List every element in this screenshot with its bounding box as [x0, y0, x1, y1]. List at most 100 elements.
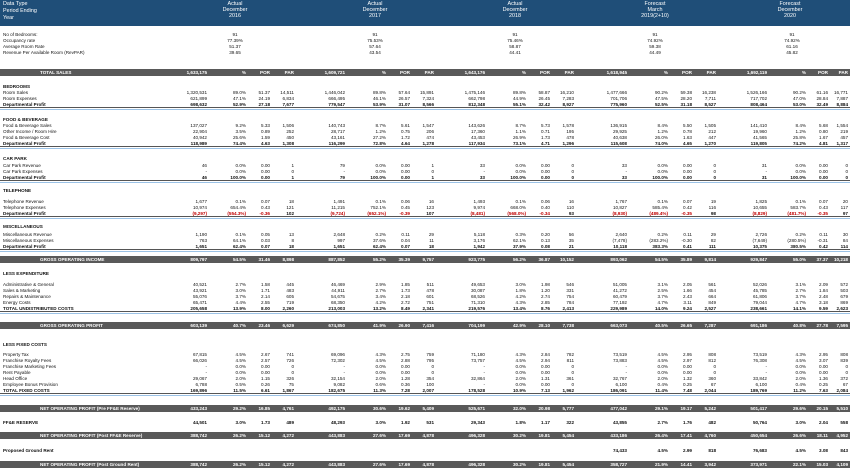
cell-por[interactable]: 0.00 [401, 364, 410, 369]
cell-percent[interactable]: 383.3% [652, 244, 668, 249]
cell-par[interactable]: 1,278 [422, 141, 435, 146]
cell-percent[interactable]: 4.5% [235, 352, 246, 357]
cell-amount[interactable]: 443,883 [328, 433, 345, 438]
cell-percent[interactable]: 90.2% [792, 90, 806, 95]
cell-par[interactable]: 1,505 [704, 123, 717, 128]
cell-por[interactable]: 9.59 [819, 306, 828, 311]
cell-percent[interactable]: 752.1% [370, 205, 386, 210]
cell-amount[interactable]: 79,044 [752, 300, 767, 305]
cell-por[interactable]: 7.28 [401, 388, 410, 393]
cell-par[interactable]: 21 [568, 244, 574, 249]
cell-par[interactable]: 0 [845, 370, 848, 375]
cell-percent[interactable]: 0.0% [375, 163, 386, 168]
cell-par[interactable]: 0 [571, 175, 574, 180]
cell-par[interactable]: 445 [286, 282, 294, 287]
cell-par[interactable]: 808 [708, 352, 716, 357]
cell-par[interactable]: 0 [571, 370, 574, 375]
cell-par[interactable]: 0 [845, 175, 848, 180]
cell-amount[interactable]: 30,087 [470, 288, 485, 293]
cell-por[interactable]: 0.00 [683, 175, 692, 180]
cell-por[interactable]: 15.03 [816, 462, 829, 467]
cell-percent[interactable]: 11.3% [373, 388, 386, 393]
cell-par[interactable]: 0 [713, 175, 716, 180]
cell-par[interactable]: 1,296 [562, 141, 575, 146]
cell-amount[interactable]: 492,175 [328, 406, 345, 411]
cell-percent[interactable]: 8.7% [375, 123, 386, 128]
cell-por[interactable]: 2.74 [541, 294, 550, 299]
cell-percent[interactable]: 26.2% [232, 462, 246, 467]
cell-par[interactable]: 784 [566, 300, 574, 305]
cell-por[interactable]: 1.85 [401, 282, 410, 287]
cell-percent[interactable]: 2.7% [235, 282, 246, 287]
cell-par[interactable]: 4,878 [422, 462, 435, 467]
cell-percent[interactable]: % [381, 70, 386, 75]
cell-por[interactable]: 28.84 [816, 96, 829, 101]
cell-por[interactable]: 1.32 [683, 376, 692, 381]
cell-percent[interactable]: 21.9% [654, 462, 668, 467]
cell-amount[interactable]: 48,293 [330, 420, 345, 425]
cell-percent[interactable]: 0.2% [795, 232, 806, 237]
cell-amount[interactable]: 43,855 [612, 420, 627, 425]
cell-por[interactable]: 0.07 [401, 244, 410, 249]
cell-par[interactable]: 0 [571, 169, 574, 174]
cell-amount[interactable]: 29,925 [612, 129, 627, 134]
cell-par[interactable]: 102 [286, 211, 294, 216]
cell-par[interactable]: 812 [708, 358, 716, 363]
cell-par[interactable]: 67 [842, 382, 848, 387]
cell-amount[interactable]: 433,186 [610, 433, 627, 438]
cell-percent[interactable]: 8.7% [515, 123, 526, 128]
cell-par[interactable]: 1,317 [836, 141, 849, 146]
cell-par[interactable]: 4,878 [422, 433, 435, 438]
cell-por[interactable]: POR [260, 70, 270, 75]
cell-value[interactable]: 91 [652, 32, 658, 37]
cell-por[interactable]: 0.42 [819, 244, 828, 249]
cell-amount[interactable]: 55,076 [192, 294, 207, 299]
cell-por[interactable]: -0.30 [681, 238, 692, 243]
cell-amount[interactable]: 704,199 [468, 323, 485, 328]
cell-por[interactable]: 5.33 [261, 123, 270, 128]
cell-amount[interactable]: 74,433 [612, 448, 627, 453]
cell-amount[interactable]: 812,348 [468, 102, 485, 107]
cell-par[interactable]: 5,454 [562, 462, 575, 467]
cell-amount[interactable]: 433,243 [190, 406, 207, 411]
cell-par[interactable]: 29 [428, 232, 434, 237]
cell-par[interactable]: 10,218 [833, 257, 848, 262]
cell-percent[interactable]: 0.1% [515, 199, 526, 204]
cell-par[interactable]: 6,834 [282, 96, 295, 101]
cell-value[interactable]: 77.39% [227, 38, 243, 43]
cell-por[interactable]: 0.00 [261, 175, 270, 180]
cell-par[interactable]: 195 [566, 129, 574, 134]
cell-por[interactable]: POR [540, 70, 550, 75]
cell-amount[interactable]: (8,930) [612, 211, 627, 216]
cell-amount[interactable]: 496,328 [468, 433, 485, 438]
cell-percent[interactable]: 42.9% [512, 323, 526, 328]
cell-por[interactable]: 3.08 [819, 448, 828, 453]
cell-amount[interactable]: 60,479 [612, 294, 627, 299]
cell-percent[interactable]: 40.5% [654, 323, 668, 328]
cell-par[interactable]: 110 [566, 205, 574, 210]
cell-percent[interactable]: 25.8% [792, 135, 806, 140]
cell-amount[interactable]: 33 [621, 163, 627, 168]
cell-par[interactable]: 11 [429, 238, 434, 243]
cell-por[interactable]: 2.55 [261, 300, 270, 305]
cell-amount[interactable]: 1,633,175 [186, 70, 207, 75]
cell-por[interactable]: 2.95 [819, 352, 828, 357]
cell-por[interactable]: 27.78 [816, 323, 829, 328]
cell-por[interactable]: 0.00 [819, 364, 828, 369]
cell-percent[interactable]: 2.0% [375, 376, 386, 381]
cell-amount[interactable]: 76,683 [752, 448, 767, 453]
cell-par[interactable]: 354 [426, 376, 434, 381]
cell-par[interactable]: 107 [426, 211, 434, 216]
cell-por[interactable]: 2.57 [261, 358, 270, 363]
cell-par[interactable]: PAR [706, 70, 716, 75]
cell-amount[interactable]: 116,299 [328, 141, 345, 146]
cell-percent[interactable]: 64.1% [232, 238, 246, 243]
cell-percent[interactable]: 3.7% [657, 294, 668, 299]
cell-amount[interactable]: 238,661 [750, 306, 767, 311]
cell-amount[interactable]: 219,576 [468, 306, 485, 311]
cell-por[interactable]: 0.06 [401, 199, 410, 204]
cell-par[interactable]: 0 [713, 370, 716, 375]
cell-amount[interactable]: 775,960 [610, 102, 627, 107]
cell-par[interactable]: 114 [840, 244, 848, 249]
cell-por[interactable]: 0.00 [819, 169, 828, 174]
